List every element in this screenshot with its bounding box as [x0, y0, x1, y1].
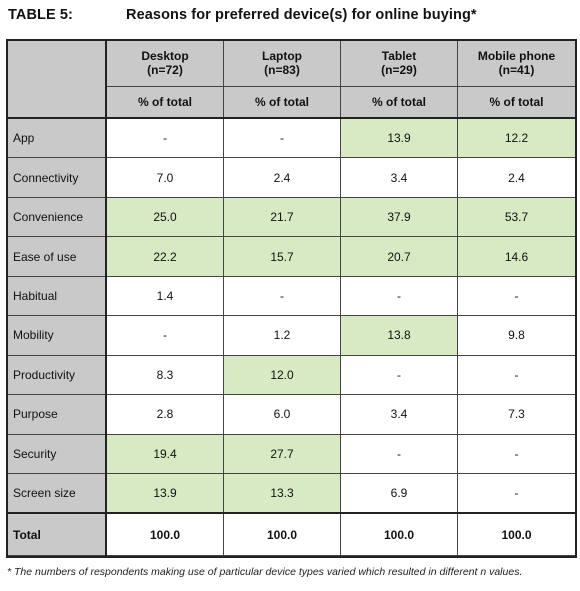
table-row: Convenience 25.0 21.7 37.9 53.7	[6, 196, 576, 238]
cell-mobile: -	[457, 433, 576, 474]
reasons-table: Desktop (n=72) Laptop (n=83) Tablet (n=29) …	[6, 39, 576, 557]
cell-mobile: 9.8	[457, 315, 576, 356]
cell-laptop: 12.0	[223, 354, 341, 396]
footnote: * The numbers of respondents making use …	[7, 566, 523, 578]
cell-laptop: -	[223, 117, 341, 159]
cell-tablet: -	[340, 354, 458, 396]
row-label: Convenience	[6, 196, 107, 238]
cell-mobile: -	[457, 275, 576, 317]
row-label: App	[6, 117, 107, 159]
row-label: Screen size	[6, 472, 107, 514]
cell-tablet: 20.7	[340, 236, 458, 277]
row-label: Mobility	[6, 315, 107, 356]
cell-desktop: 13.9	[106, 472, 224, 514]
header-unit-tablet: % of total	[340, 86, 458, 119]
cell-tablet: 6.9	[340, 472, 458, 514]
row-label: Security	[6, 433, 107, 474]
table-row: Security 19.4 27.7- -	[6, 433, 576, 474]
table-row: Mobility -1.2 13.8 9.8	[6, 315, 576, 356]
header-unit-mobile: % of total	[457, 86, 576, 119]
table-caption: Reasons for preferred device(s) for onli…	[126, 7, 477, 23]
row-label: Productivity	[6, 354, 107, 396]
cell-mobile: -	[457, 472, 576, 514]
total-tablet: 100.0	[340, 512, 458, 557]
cell-desktop: 7.0	[106, 157, 224, 198]
row-label: Ease of use	[6, 236, 107, 277]
cell-tablet: -	[340, 275, 458, 317]
table-row: Purpose 2.8 6.0 3.4 7.3	[6, 394, 576, 435]
row-label: Purpose	[6, 394, 107, 435]
cell-laptop: 13.3	[223, 472, 341, 514]
header-device-desktop: Desktop (n=72)	[106, 39, 224, 87]
cell-mobile: 12.2	[457, 117, 576, 159]
cell-tablet: 3.4	[340, 157, 458, 198]
header-device-laptop: Laptop (n=83)	[223, 39, 341, 87]
cell-laptop: 21.7	[223, 196, 341, 238]
cell-laptop: -	[223, 275, 341, 317]
cell-tablet: -	[340, 433, 458, 474]
cell-mobile: 7.3	[457, 394, 576, 435]
cell-laptop: 15.7	[223, 236, 341, 277]
row-label: Connectivity	[6, 157, 107, 198]
header-row-devices: Desktop (n=72) Laptop (n=83) Tablet (n=29) …	[6, 39, 576, 119]
total-label: Total	[6, 512, 107, 557]
cell-desktop: 25.0	[106, 196, 224, 238]
cell-tablet: 37.9	[340, 196, 458, 238]
table-row: Screen size 13.9 13.3 6.9-	[6, 472, 576, 514]
row-label-divider	[105, 39, 107, 558]
cell-desktop: 1.4	[106, 275, 224, 317]
cell-tablet: 3.4	[340, 394, 458, 435]
table-row: Habitual 1.4- - -	[6, 275, 576, 317]
cell-tablet: 13.8	[340, 315, 458, 356]
header-device-tablet: Tablet (n=29)	[340, 39, 458, 87]
cell-desktop: 8.3	[106, 354, 224, 396]
cell-mobile: 53.7	[457, 196, 576, 238]
table-title: TABLE 5: Reasons for preferred device(s) …	[8, 7, 477, 23]
cell-desktop: 2.8	[106, 394, 224, 435]
total-mobile: 100.0	[457, 512, 576, 557]
table-row: Ease of use 22.2 15.7 20.7 14.6	[6, 236, 576, 277]
row-label: Habitual	[6, 275, 107, 317]
header-unit-laptop: % of total	[223, 86, 341, 119]
cell-desktop: 19.4	[106, 433, 224, 474]
table-row: Connectivity 7.0 2.4 3.4 2.4	[6, 157, 576, 198]
header-device-mobile: Mobile phone (n=41)	[457, 39, 576, 87]
cell-laptop: 1.2	[223, 315, 341, 356]
cell-laptop: 6.0	[223, 394, 341, 435]
cell-desktop: -	[106, 315, 224, 356]
cell-mobile: -	[457, 354, 576, 396]
header-row-units: % of total % of total % of total % of to…	[7, 86, 576, 119]
cell-desktop: 22.2	[106, 236, 224, 277]
total-desktop: 100.0	[106, 512, 224, 557]
table-row: Productivity 8.3 12.0- -	[6, 354, 576, 396]
cell-laptop: 2.4	[223, 157, 341, 198]
total-laptop: 100.0	[223, 512, 341, 557]
cell-desktop: -	[106, 117, 224, 159]
header-corner-cell	[6, 39, 107, 119]
cell-laptop: 27.7	[223, 433, 341, 474]
cell-tablet: 13.9	[340, 117, 458, 159]
total-row: Total 100.0 100.0 100.0 100.0	[6, 512, 576, 557]
table-number: TABLE 5:	[8, 7, 73, 23]
header-unit-desktop: % of total	[106, 86, 224, 119]
cell-mobile: 2.4	[457, 157, 576, 198]
table-row: App - -13.9 12.2	[6, 117, 576, 159]
cell-mobile: 14.6	[457, 236, 576, 277]
